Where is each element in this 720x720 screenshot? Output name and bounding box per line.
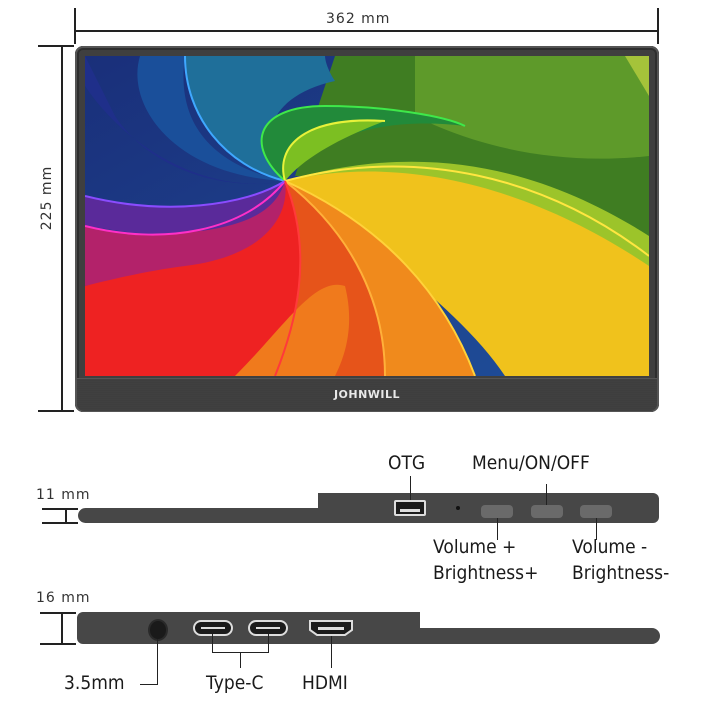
side-body-thin — [78, 508, 328, 523]
otg-usb-port — [394, 500, 426, 516]
thick-dim-bottom-tick — [40, 643, 76, 645]
monitor-screen — [85, 56, 649, 376]
width-dim-left-tick — [74, 8, 76, 44]
typec-label: Type-C — [206, 672, 264, 694]
audio-callout-h — [140, 684, 158, 685]
otg-callout-line — [410, 476, 411, 500]
thin-dim-top-tick — [42, 508, 78, 510]
side-body-thin-ports — [418, 628, 660, 644]
height-dim-label: 225 mm — [39, 165, 55, 231]
brand-logo: JOHNWILL — [333, 388, 401, 401]
thin-dim-bottom-tick — [42, 522, 78, 524]
thin-edge-dim-label: 11 mm — [36, 487, 91, 503]
volume-down-callout-line — [596, 518, 597, 540]
volume-down-label: Volume - — [572, 536, 648, 558]
volume-up-button[interactable] — [481, 505, 513, 518]
menu-label: Menu/ON/OFF — [472, 452, 590, 474]
typec-callout-left — [212, 634, 213, 652]
height-dim-bottom-tick — [38, 410, 74, 412]
hdmi-label: HDMI — [302, 672, 348, 694]
thin-dim-line — [65, 508, 67, 524]
otg-label: OTG — [388, 452, 426, 474]
thick-dim-line — [61, 612, 63, 645]
audio-jack-port — [148, 619, 168, 641]
typec-port-1 — [193, 620, 233, 636]
width-dim-right-tick — [657, 8, 659, 44]
brightness-up-label: Brightness+ — [433, 562, 539, 584]
height-dim-top-tick — [38, 45, 74, 47]
brightness-down-label: Brightness- — [572, 562, 670, 584]
thick-edge-dim-label: 16 mm — [36, 590, 91, 606]
height-dim-line — [61, 45, 63, 411]
menu-power-button[interactable] — [531, 505, 563, 518]
volume-down-button[interactable] — [580, 505, 612, 518]
menu-callout-line — [546, 484, 547, 505]
typec-callout-right — [268, 634, 269, 652]
monitor-chin: JOHNWILL — [77, 378, 657, 411]
width-dim-label: 362 mm — [326, 11, 391, 27]
typec-callout-stem — [240, 652, 241, 668]
indicator-led — [456, 506, 460, 510]
volume-up-label: Volume + — [433, 536, 517, 558]
audio-callout-v — [157, 639, 158, 684]
rainbow-swirl-wallpaper — [85, 56, 649, 376]
thick-dim-top-tick — [40, 612, 76, 614]
width-dim-line — [74, 30, 659, 32]
hdmi-port — [309, 620, 353, 636]
hdmi-callout-line — [331, 636, 332, 668]
audio-label: 3.5mm — [64, 672, 125, 694]
volume-up-callout-line — [497, 518, 498, 540]
